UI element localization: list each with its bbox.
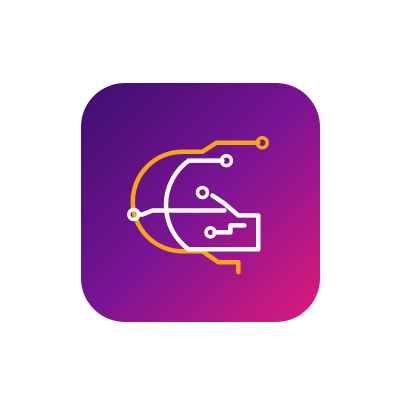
app-icon[interactable] [81, 83, 320, 322]
outer-trace-node [255, 136, 269, 150]
inner-trace-node-mid [195, 185, 210, 200]
outer-circuit-trace [130, 140, 261, 275]
inner-trace-node-top [219, 153, 234, 168]
inner-trace-node-bottom [204, 226, 217, 239]
inner-circuit-trace [136, 158, 261, 252]
circuit-g-icon [81, 83, 320, 322]
icon-background [81, 83, 320, 322]
inner-trace-node-left [127, 207, 141, 222]
